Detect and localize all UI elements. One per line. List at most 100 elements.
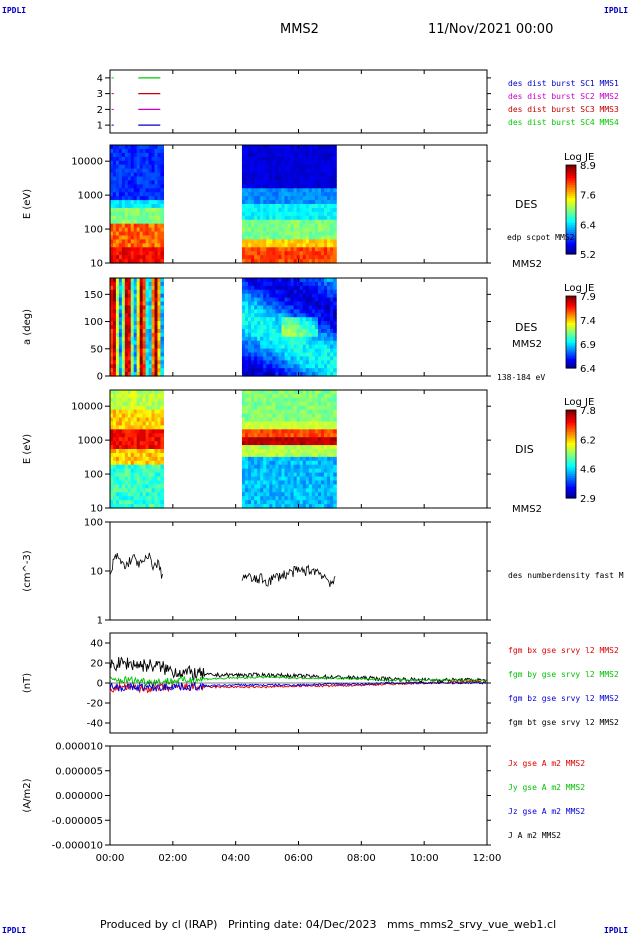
spectrogram-cell	[263, 332, 267, 338]
spectrogram-cell	[260, 164, 264, 170]
spectrogram-cell	[260, 356, 264, 361]
spectrogram-cell	[269, 476, 273, 482]
spectrogram-cell	[254, 192, 258, 197]
spectrogram-cell	[269, 488, 273, 493]
spectrogram-cell	[314, 281, 319, 287]
spectrogram-cell	[124, 460, 129, 466]
spectrogram-cell	[136, 251, 141, 256]
spectrogram-cell	[257, 219, 261, 225]
spectrogram-cell	[148, 456, 153, 462]
spectrogram-cell	[127, 255, 132, 260]
spectrogram-cell	[266, 278, 270, 283]
spectrogram-cell	[290, 231, 295, 237]
spectrogram-cell	[327, 352, 331, 357]
spectrogram-cell	[266, 488, 270, 493]
spectrogram-cell	[308, 309, 313, 314]
spectrogram-cell	[124, 325, 129, 330]
spectrogram-cell	[260, 425, 264, 430]
spectrogram-cell	[317, 421, 322, 426]
spectrogram-cell	[254, 496, 258, 501]
spectrogram-cell	[260, 243, 264, 248]
spectrogram-cell	[112, 200, 117, 205]
spectrogram-cell	[151, 211, 156, 217]
spectrogram-cell	[148, 368, 153, 373]
spectrogram-cell	[251, 223, 255, 229]
spectrogram-cell	[130, 360, 135, 365]
spectrogram-cell	[290, 293, 295, 299]
spectrogram-cell	[308, 293, 313, 299]
spectrogram-cell	[248, 145, 252, 150]
spectrogram-cell	[115, 148, 120, 154]
spectrogram-cell	[333, 289, 337, 295]
spectrogram-cell	[130, 243, 135, 248]
spectrogram-cell	[299, 413, 304, 419]
spectrogram-cell	[124, 235, 129, 240]
spectrogram-cell	[314, 215, 319, 221]
spectrogram-cell	[154, 297, 159, 303]
spectrogram-cell	[293, 204, 298, 209]
spectrogram-cell	[278, 464, 283, 470]
spectrogram-cell	[127, 259, 132, 264]
spectrogram-cell	[324, 340, 328, 346]
spectrogram-cell	[157, 409, 162, 415]
spectrogram-cell	[284, 340, 289, 346]
spectrogram-cell	[241, 460, 246, 466]
colorbar-cell	[566, 436, 576, 440]
spectrogram-cell	[160, 360, 165, 365]
spectrogram-cell	[311, 243, 316, 248]
spectrogram-cell	[121, 364, 126, 369]
spectrogram-cell	[241, 176, 246, 181]
spectrogram-cell	[151, 352, 156, 357]
spectrogram-cell	[314, 164, 319, 170]
spectrogram-cell	[278, 460, 283, 466]
spectrogram-cell	[281, 215, 286, 221]
spectrogram-cell	[244, 464, 249, 470]
spectrogram-cell	[244, 360, 249, 365]
spectrogram-cell	[257, 409, 261, 415]
spectrogram-cell	[241, 429, 246, 434]
spectrogram-cell	[305, 200, 310, 205]
spectrogram-cell	[287, 390, 292, 395]
spectrogram-cell	[317, 192, 322, 197]
spectrogram-cell	[320, 207, 325, 213]
spectrogram-cell	[327, 211, 331, 217]
spectrogram-cell	[124, 281, 129, 287]
spectrogram-cell	[296, 196, 301, 201]
spectrogram-cell	[272, 372, 276, 377]
spectrogram-cell	[305, 433, 310, 438]
spectrogram-cell	[139, 401, 144, 407]
colorbar-cell	[566, 198, 576, 202]
colorbar-cell	[566, 321, 576, 324]
spectrogram-cell	[115, 207, 120, 213]
y-tick-label: 10000	[71, 402, 103, 413]
spectrogram-cell	[145, 247, 150, 252]
spectrogram-cell	[148, 223, 153, 229]
spectrogram-cell	[157, 401, 162, 407]
spectrogram-cell	[263, 433, 267, 438]
spectrogram-cell	[278, 164, 283, 170]
spectrogram-cell	[130, 156, 135, 162]
legend-entry: des dist burst SC1 MMS1	[508, 79, 619, 88]
spectrogram-cell	[311, 168, 316, 174]
spectrogram-cell	[251, 492, 255, 497]
spectrogram-cell	[287, 317, 292, 322]
spectrogram-cell	[142, 211, 147, 217]
spectrogram-cell	[293, 207, 298, 213]
spectrogram-cell	[263, 204, 267, 209]
spectrogram-cell	[244, 429, 249, 434]
spectrogram-cell	[241, 281, 246, 287]
spectrogram-cell	[317, 227, 322, 233]
spectrogram-cell	[244, 441, 249, 446]
spectrogram-cell	[302, 251, 307, 256]
spectrogram-cell	[308, 321, 313, 326]
spectrogram-cell	[308, 305, 313, 310]
spectrogram-cell	[263, 192, 267, 197]
spectrogram-cell	[142, 278, 147, 283]
spectrogram-cell	[290, 484, 295, 489]
spectrogram-cell	[133, 368, 138, 373]
spectrogram-cell	[287, 207, 292, 213]
spectrogram-cell	[241, 215, 246, 221]
spectrogram-cell	[302, 321, 307, 326]
spectrogram-cell	[275, 413, 280, 419]
spectrogram-cell	[296, 456, 301, 462]
